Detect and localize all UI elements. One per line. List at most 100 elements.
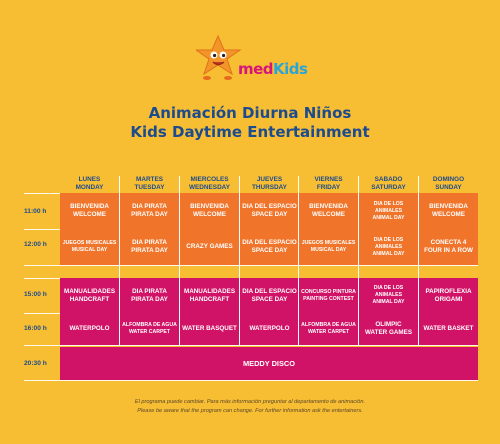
activity-cell: BIENVENIDA WELCOME [60, 193, 119, 229]
activity-name-spanish: DIA DEL ESPACIO [242, 239, 297, 246]
activity-name-spanish: JUEGOS MUSICALES [62, 240, 117, 246]
activity-name-english: PIRATA DAY [131, 295, 168, 303]
day-header: JUEVES THURSDAY [240, 176, 299, 192]
activity-cell: WATER BASQUET [180, 313, 239, 345]
activity-name-english: HANDCRAFT [69, 295, 110, 303]
activity-cell: CONCURSO PINTURA PAINTING CONTEST [299, 278, 358, 313]
activity-text: MANUALIDADES HANDCRAFT [64, 288, 115, 304]
activity-name-english: WATER CARPET [307, 329, 350, 335]
activity-text: BIENVENIDA WELCOME [190, 203, 229, 219]
column-divider [119, 176, 120, 345]
activity-name-spanish: MANUALIDADES [63, 287, 116, 295]
activity-name-spanish: JUEGOS MUSICALES [301, 240, 356, 246]
title-spanish: Animación Diurna Niños [148, 104, 352, 122]
activity-name-english: PAINTING CONTEST [303, 295, 354, 302]
activity-name-spanish: WATERPOLO [69, 325, 110, 332]
day-header: MIERCOLES WEDNESDAY [180, 176, 239, 192]
column-divider [239, 176, 240, 345]
activity-cell: CONECTA 4 FOUR IN A ROW [419, 229, 478, 265]
time-label: 16:00 h [24, 325, 47, 332]
activity-name-english: ANIMAL DAY [372, 299, 405, 305]
activity-name-spanish: BIENVENIDA [190, 203, 229, 210]
activity-name-english: MUSICAL DAY [310, 247, 347, 253]
activity-cell: CRAZY GAMES [180, 229, 239, 265]
activity-text: MANUALIDADES HANDCRAFT [184, 288, 235, 304]
activity-name-english: WELCOME [312, 211, 345, 218]
time-label: 20:30 h [24, 360, 47, 367]
activity-name-english: ANIMAL DAY [372, 214, 405, 221]
day-name-english: SUNDAY [435, 184, 462, 191]
activity-text: CONCURSO PINTURA PAINTING CONTEST [301, 289, 356, 303]
activity-text: WATER BASKET [424, 325, 474, 333]
grid-line [24, 345, 478, 346]
activity-cell: MANUALIDADES HANDCRAFT [60, 278, 119, 313]
activity-cell: BIENVENIDA WELCOME [419, 193, 478, 229]
activity-name-english: PIRATA DAY [131, 211, 168, 218]
time-label: 15:00 h [24, 291, 47, 298]
activity-text: ALFOMBRA DE AGUA WATER CARPET [122, 322, 177, 336]
activity-text: DIA DE LOS ANIMALES ANIMAL DAY [361, 285, 416, 306]
activity-cell: JUEGOS MUSICALES MUSICAL DAY [299, 229, 358, 265]
time-label: 12:00 h [24, 241, 47, 248]
day-name-spanish: DOMINGO [432, 176, 465, 183]
activity-name-spanish: DIA DE LOS ANIMALES [373, 200, 404, 214]
activity-cell: JUEGOS MUSICALES MUSICAL DAY [60, 229, 119, 265]
activity-name-spanish: MANUALIDADES [183, 287, 236, 295]
activity-name-spanish: CRAZY GAMES [186, 243, 233, 250]
activity-name-english: HANDCRAFT [189, 295, 230, 303]
activity-name-english: MUSICAL DAY [71, 247, 108, 253]
afternoon-block [60, 278, 478, 345]
activity-name-spanish: BIENVENIDA [70, 203, 109, 210]
grid-line [24, 380, 478, 381]
activity-cell: BIENVENIDA WELCOME [299, 193, 358, 229]
morning-block [60, 193, 478, 265]
activity-name-spanish: DIA DE LOS ANIMALES [373, 285, 404, 298]
footer-note-english: Please be aware that the program can cha… [137, 408, 363, 414]
activity-name-spanish: BIENVENIDA [429, 203, 468, 210]
activity-name-spanish: DIA PIRATA [132, 203, 167, 210]
activity-name-spanish: ALFOMBRA DE AGUA [122, 322, 177, 328]
activity-name-spanish: DIA DEL ESPACIO [242, 287, 297, 295]
activity-name-english: WELCOME [432, 211, 465, 218]
activity-cell: DIA DEL ESPACIO SPACE DAY [240, 193, 299, 229]
activity-text: WATERPOLO [249, 325, 289, 333]
day-header: VIERNES FRIDAY [299, 176, 358, 192]
evening-activity-cell: MEDDY DISCO [242, 358, 296, 368]
grid-line [24, 265, 478, 266]
activity-cell: DIA DEL ESPACIO SPACE DAY [240, 278, 299, 313]
activity-name-english: ORIGAMI [434, 295, 463, 303]
activity-cell: ALFOMBRA DE AGUA WATER CARPET [120, 313, 179, 345]
day-header: MARTES TUESDAY [120, 176, 179, 192]
activity-cell: MANUALIDADES HANDCRAFT [180, 278, 239, 313]
medkids-star-mascot-logo [196, 34, 242, 80]
activity-cell: OLIMPIC WATER GAMES [359, 313, 418, 345]
activity-text: OLIMPIC WATER GAMES [365, 321, 412, 337]
activity-name-english: ANIMAL DAY [372, 250, 405, 257]
day-name-english: TUESDAY [134, 184, 165, 191]
activity-text: WATERPOLO [69, 325, 109, 333]
activity-text: CONECTA 4 FOUR IN A ROW [424, 239, 473, 255]
activity-text: CRAZY GAMES [186, 243, 232, 251]
activity-name-spanish: DIA DE LOS ANIMALES [373, 236, 404, 250]
activity-name-english: SPACE DAY [251, 247, 288, 254]
activity-cell: DIA DE LOS ANIMALES ANIMAL DAY [359, 229, 418, 265]
activity-name-english: FOUR IN A ROW [424, 247, 473, 254]
medkids-wordmark: medKids [238, 60, 308, 78]
activity-name-spanish: WATERPOLO [249, 325, 290, 332]
activity-text: DIA DEL ESPACIO SPACE DAY [242, 288, 296, 304]
activity-cell: ALFOMBRA DE AGUA WATER CARPET [299, 313, 358, 345]
activity-name-english: WELCOME [73, 211, 106, 218]
activity-name-english: SPACE DAY [251, 295, 288, 303]
activity-text: WATER BASQUET [182, 325, 237, 333]
day-name-spanish: MARTES [136, 176, 163, 183]
day-name-spanish: LUNES [78, 176, 101, 183]
day-name-english: SATURDAY [371, 184, 406, 191]
activity-name-spanish: DIA PIRATA [132, 239, 167, 246]
day-header: LUNES MONDAY [60, 176, 119, 192]
activity-name-spanish: CONECTA 4 [430, 239, 467, 246]
activity-cell: WATER BASKET [419, 313, 478, 345]
activity-name-spanish: DIA PIRATA [132, 287, 167, 295]
activity-name-english: SPACE DAY [251, 211, 288, 218]
evening-block [60, 347, 478, 380]
activity-text: JUEGOS MUSICALES MUSICAL DAY [63, 240, 117, 254]
